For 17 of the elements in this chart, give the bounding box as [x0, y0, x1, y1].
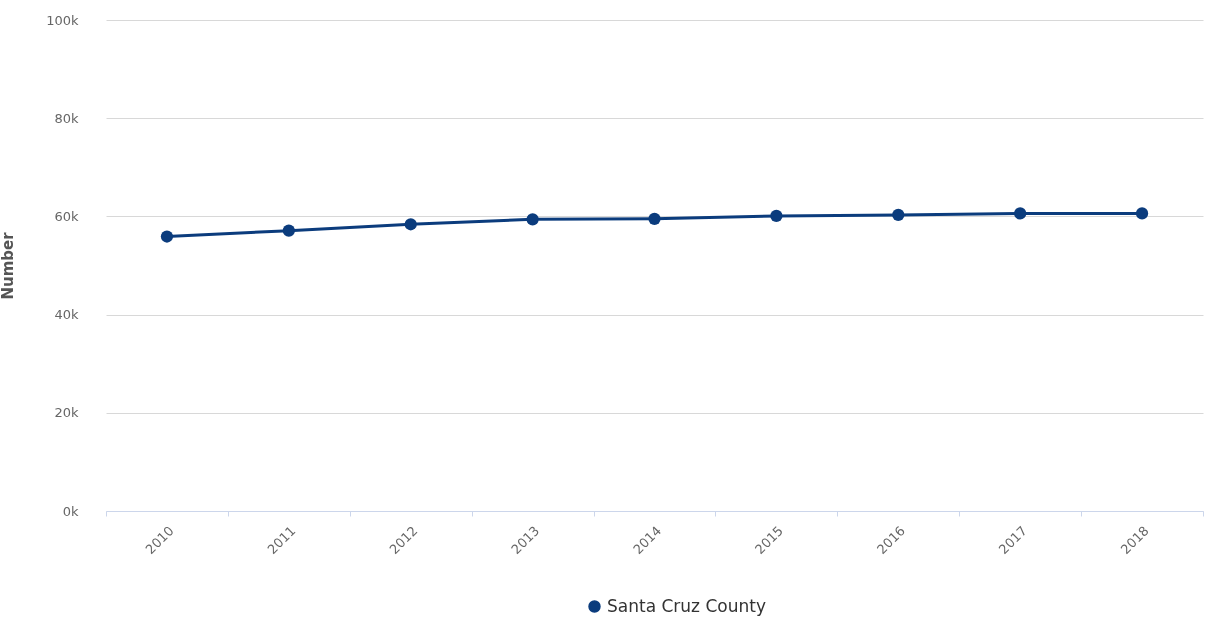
point: [648, 212, 661, 225]
y-axis-title: Number: [0, 231, 18, 300]
y-tick-label: 20k: [54, 405, 79, 421]
y-tick-label: 60k: [54, 208, 79, 224]
point: [892, 208, 905, 222]
point: [526, 213, 539, 226]
y-tick-label: 0k: [62, 503, 79, 519]
y-tick-label: 80k: [54, 110, 79, 126]
y-tick-label: 100k: [46, 12, 79, 28]
point: [770, 209, 783, 223]
point: [1014, 207, 1027, 220]
legend-label: Santa Cruz County: [607, 595, 766, 616]
point: [404, 218, 417, 231]
point: [160, 230, 174, 243]
point: [282, 224, 295, 237]
y-tick-label: 40k: [54, 307, 79, 323]
point: [1135, 207, 1149, 220]
